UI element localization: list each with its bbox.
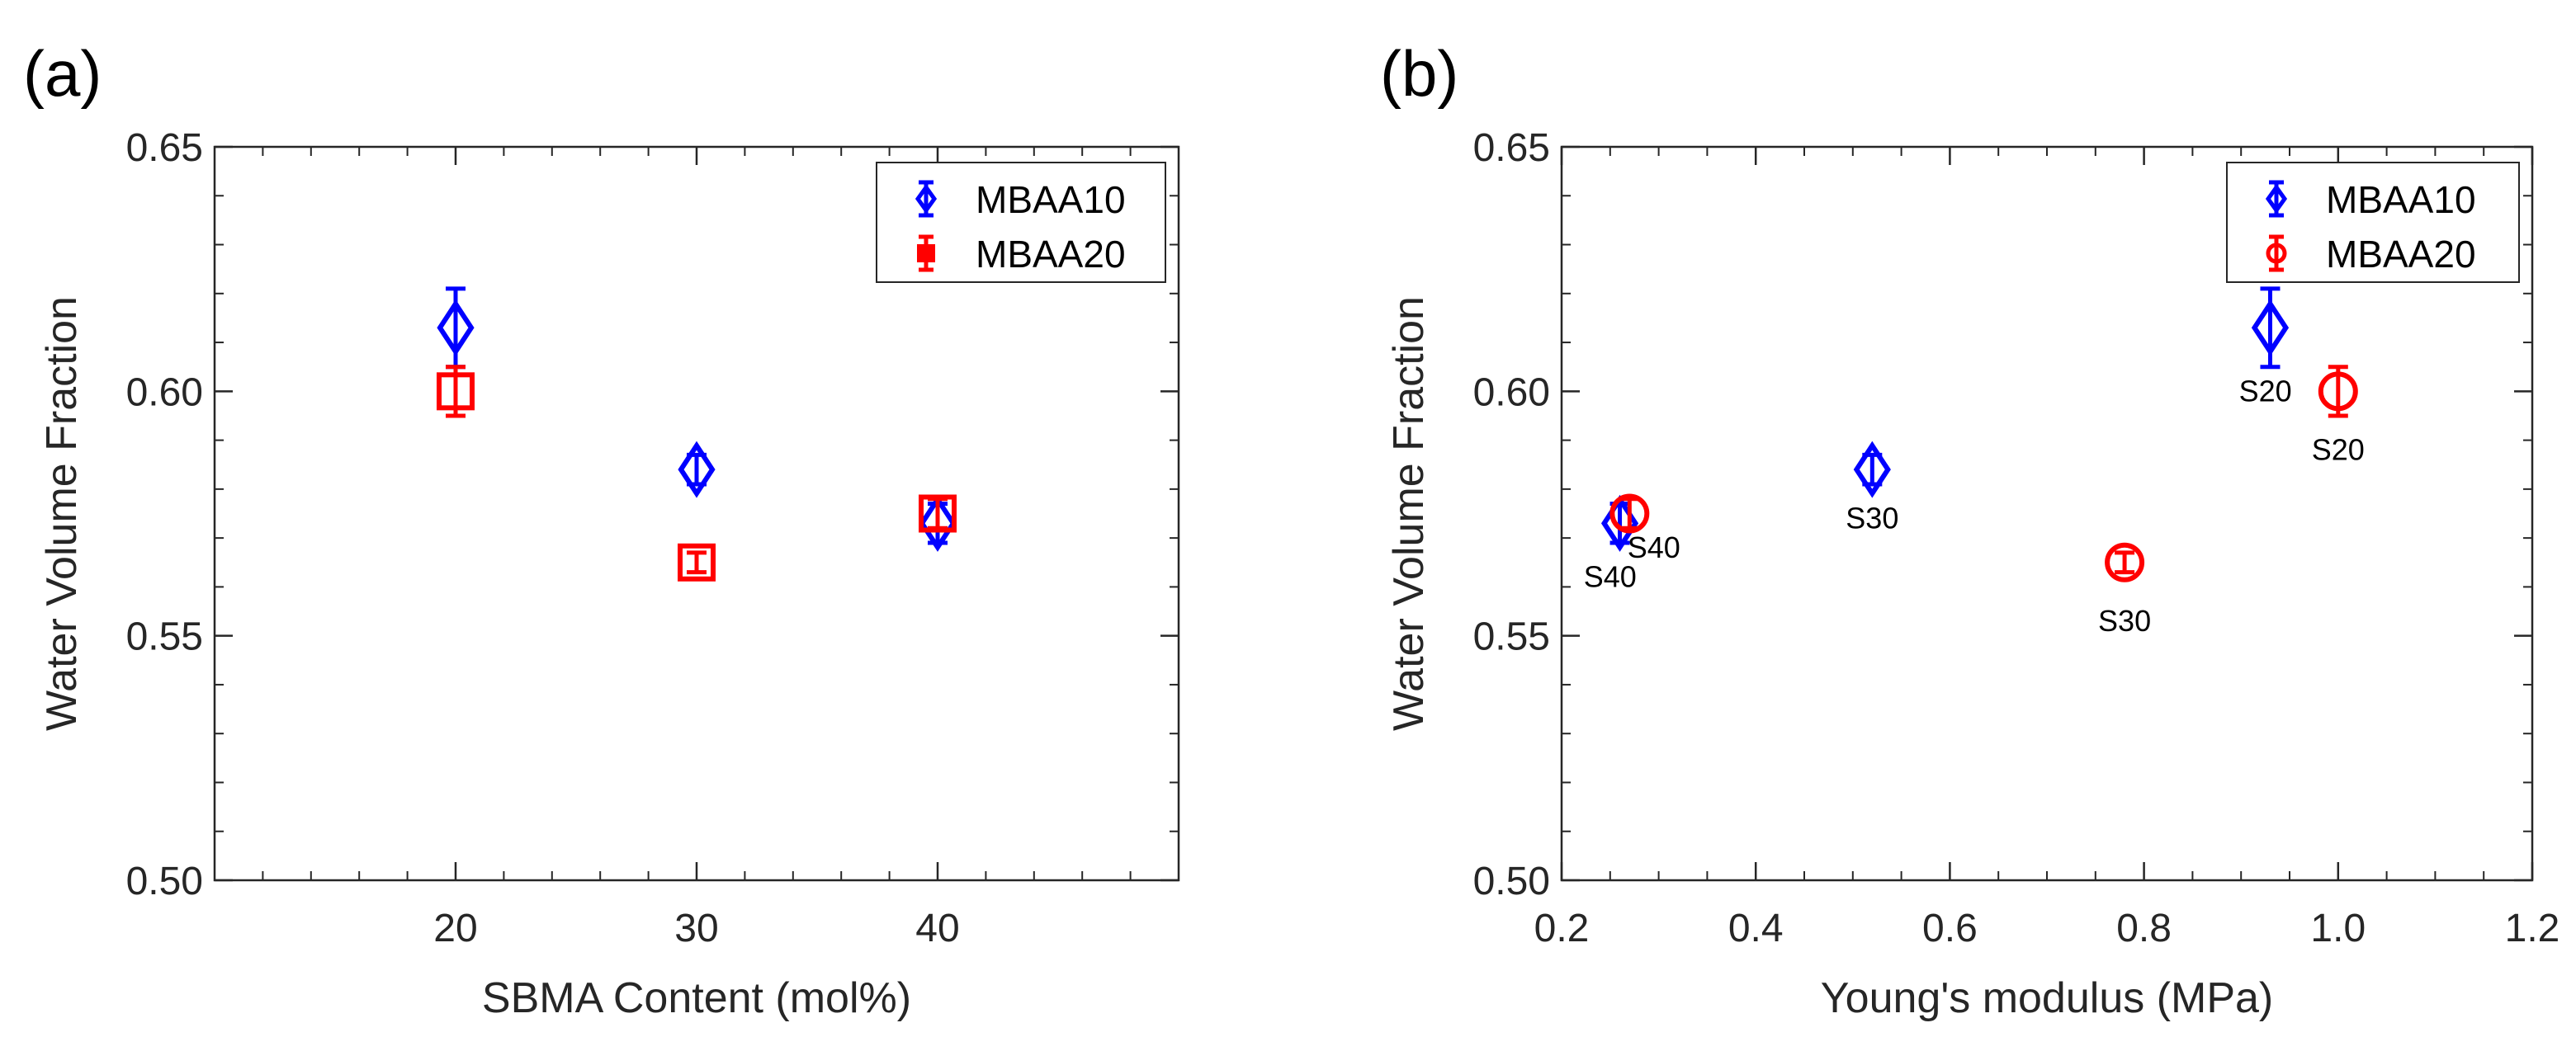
y-axis-label: Water Volume Fraction: [38, 296, 86, 731]
y-tick-label: 0.50: [126, 860, 203, 903]
legend-label: MBAA10: [976, 178, 1126, 221]
data-point-circle: [2318, 371, 2358, 412]
data-point-diamond: [2251, 299, 2290, 356]
data-point-diamond: [678, 441, 716, 498]
y-tick-label: 0.60: [1473, 370, 1550, 414]
x-tick-label: 1.0: [2310, 907, 2366, 950]
x-axis-label: SBMA Content (mol%): [482, 974, 911, 1022]
x-tick-label: 0.4: [1728, 907, 1784, 950]
x-tick-label: 40: [915, 907, 959, 950]
x-tick-label: 0.6: [1922, 907, 1978, 950]
legend: MBAA10 MBAA20: [876, 162, 1166, 283]
series-mbaa20: S40 S30 S20: [1609, 365, 2365, 638]
y-tick-label: 0.65: [126, 126, 203, 170]
series-mbaa10: S40 S30 S20: [1584, 286, 2292, 594]
panel-label: (b): [1380, 37, 1458, 110]
point-annotation: S30: [1846, 501, 1898, 535]
data-point-diamond: [919, 494, 957, 552]
data-point-circle: [1609, 493, 1650, 534]
y-tick-label: 0.50: [1473, 860, 1550, 903]
x-tick-label: 0.2: [1534, 907, 1590, 950]
series-mbaa10: [437, 286, 957, 552]
legend-marker-circle: [2266, 243, 2287, 264]
point-annotation: S30: [2098, 604, 2151, 638]
legend-label: MBAA20: [976, 233, 1126, 276]
y-tick-label: 0.60: [126, 370, 203, 414]
y-tick-label: 0.65: [1473, 126, 1550, 170]
point-annotation: S40: [1584, 560, 1637, 594]
y-axis-label: Water Volume Fraction: [1385, 296, 1433, 731]
point-annotation: S40: [1628, 530, 1680, 564]
legend-marker-diamond: [2265, 183, 2288, 214]
x-tick-label: 20: [433, 907, 477, 950]
x-tick-label: 30: [674, 907, 718, 950]
legend-label: MBAA20: [2326, 233, 2476, 276]
data-point-square: [919, 494, 957, 533]
data-point-square: [678, 543, 716, 582]
x-tick-label: 0.8: [2116, 907, 2172, 950]
data-point-square: [437, 372, 475, 411]
legend-marker-square: [917, 244, 935, 262]
point-annotation: S20: [2312, 432, 2365, 466]
point-annotation: S20: [2239, 374, 2292, 408]
panel-label: (a): [23, 37, 102, 110]
x-tick-label: 1.2: [2505, 907, 2560, 950]
legend: MBAA10 MBAA20: [2226, 162, 2520, 283]
y-tick-label: 0.55: [1473, 615, 1550, 659]
legend-label: MBAA10: [2326, 178, 2476, 221]
data-point-circle: [2105, 542, 2145, 582]
x-axis-label: Young's modulus (MPa): [1821, 974, 2274, 1022]
chart-panel-a: (a) 20 30 40 0.50 0.55 0.60 0.65 SBMA Content (m…: [23, 37, 1180, 1022]
chart-panel-b: (b) 0.2 0.4 0.6 0.8 1.0 1.2 0.50 0.55 0.60 0.65 You…: [1380, 37, 2559, 1022]
series-mbaa20: [437, 365, 957, 582]
data-point-diamond: [437, 299, 475, 356]
legend-marker-diamond: [915, 183, 938, 214]
y-tick-label: 0.55: [126, 615, 203, 659]
data-point-diamond: [1853, 441, 1891, 498]
